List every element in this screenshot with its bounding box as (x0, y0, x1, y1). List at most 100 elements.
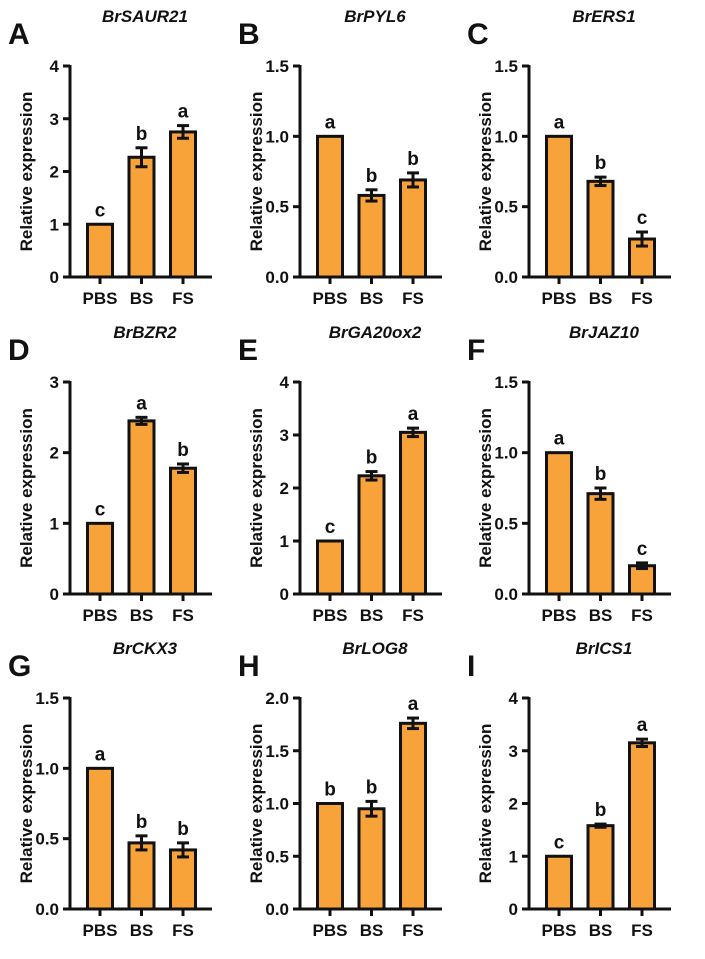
y-tick-label: 1.5 (265, 742, 289, 761)
significance-letter: a (637, 715, 648, 736)
x-tick-label: PBS (313, 921, 348, 940)
y-tick-label: 2 (50, 444, 59, 463)
x-tick-label: PBS (313, 606, 348, 625)
panel-letter: A (8, 18, 30, 51)
panel-letter: D (8, 334, 30, 367)
chart-title: BrLOG8 (342, 639, 408, 658)
y-tick-label: 3 (280, 426, 289, 445)
x-tick-label: PBS (542, 606, 577, 625)
chart-title: BrSAUR21 (102, 7, 188, 26)
x-tick-label: FS (631, 289, 653, 308)
significance-letter: a (325, 112, 336, 133)
significance-letter: b (595, 800, 607, 821)
bar-BS (127, 841, 156, 911)
y-tick-label: 2 (50, 163, 59, 182)
bar-FS (399, 721, 427, 911)
y-tick-label: 0.0 (265, 268, 289, 287)
y-tick-label: 1.0 (35, 759, 59, 778)
panel-A: A BrSAUR21 Relative expression 0 1 2 3 4 PBS c BS b… (8, 7, 212, 308)
bar-PBS (86, 766, 114, 911)
panel-G: G BrCKX3 Relative expression 0.0 0.5 1.0 1.5 PB… (8, 639, 212, 940)
x-tick-label: FS (402, 289, 424, 308)
significance-letter: b (595, 153, 607, 174)
x-tick-label: FS (631, 921, 653, 940)
bar-BS (586, 824, 615, 911)
y-tick-label: 1 (50, 215, 59, 234)
x-tick-label: BS (360, 921, 384, 940)
y-tick-label: 0.5 (494, 514, 518, 533)
x-tick-label: BS (360, 606, 384, 625)
y-tick-label: 1.5 (494, 373, 518, 392)
bar-FS (399, 178, 427, 279)
panel-letter: G (8, 650, 31, 683)
significance-letter: b (407, 149, 419, 170)
bar-FS (399, 430, 427, 596)
significance-letter: c (95, 200, 106, 221)
significance-letter: b (136, 812, 148, 833)
y-tick-label: 0.5 (35, 830, 59, 849)
bar-BS (586, 492, 615, 596)
bar-BS (127, 155, 156, 279)
y-tick-label: 2.0 (265, 689, 289, 708)
x-tick-label: PBS (542, 289, 577, 308)
bar-PBS (316, 134, 344, 279)
significance-letter: a (136, 393, 147, 414)
significance-letter: b (136, 124, 148, 145)
bar-PBS (86, 521, 114, 596)
significance-letter: a (408, 404, 419, 425)
significance-letter: a (408, 694, 419, 715)
y-tick-label: 1.5 (35, 689, 59, 708)
y-tick-label: 3 (50, 373, 59, 392)
y-tick-label: 0.5 (265, 847, 289, 866)
significance-letter: b (366, 777, 378, 798)
panel-B: B BrPYL6 Relative expression 0.0 0.5 1.0 1.5 PB… (238, 7, 442, 308)
panel-letter: B (238, 18, 260, 51)
x-tick-label: FS (172, 921, 194, 940)
significance-letter: b (366, 448, 378, 469)
significance-letter: b (177, 440, 189, 461)
chart-title: BrGA20ox2 (329, 323, 422, 342)
bar-BS (127, 419, 156, 596)
x-tick-label: FS (172, 606, 194, 625)
y-tick-label: 0.0 (494, 268, 518, 287)
y-tick-label: 1.0 (265, 795, 289, 814)
panel-I: I BrICS1 Relative expression 0 1 2 3 4 PBS c BS b FS… (467, 639, 671, 940)
significance-letter: c (637, 208, 648, 229)
y-tick-label: 0 (280, 585, 289, 604)
y-axis-label: Relative expression (247, 408, 266, 568)
x-tick-label: BS (589, 606, 613, 625)
y-tick-label: 3 (509, 742, 518, 761)
x-tick-label: FS (631, 606, 653, 625)
bar-PBS (545, 134, 573, 279)
panel-letter: F (467, 334, 485, 367)
significance-letter: b (595, 464, 607, 485)
y-axis-label: Relative expression (247, 92, 266, 252)
bar-BS (586, 179, 615, 279)
y-tick-label: 2 (280, 479, 289, 498)
y-tick-label: 1.0 (494, 127, 518, 146)
y-axis-label: Relative expression (17, 724, 36, 884)
y-tick-label: 0.0 (494, 585, 518, 604)
y-tick-label: 0 (50, 585, 59, 604)
x-tick-label: FS (402, 921, 424, 940)
y-tick-label: 0.5 (265, 198, 289, 217)
y-axis-label: Relative expression (476, 724, 495, 884)
bar-PBS (545, 451, 573, 596)
chart-title: BrERS1 (572, 7, 635, 26)
x-tick-label: BS (589, 289, 613, 308)
y-tick-label: 1 (509, 847, 518, 866)
x-tick-label: FS (402, 606, 424, 625)
significance-letter: b (324, 780, 336, 801)
bar-FS (169, 848, 197, 911)
panel-letter: H (238, 650, 260, 683)
y-tick-label: 1.0 (265, 127, 289, 146)
significance-letter: c (637, 539, 648, 560)
x-tick-label: PBS (83, 921, 118, 940)
x-tick-label: PBS (542, 921, 577, 940)
chart-title: BrJAZ10 (569, 323, 639, 342)
panel-F: F BrJAZ10 Relative expression 0.0 0.5 1.0 1.5 P… (467, 323, 671, 625)
y-tick-label: 0 (50, 268, 59, 287)
y-axis-label: Relative expression (247, 724, 266, 884)
significance-letter: c (325, 517, 336, 538)
y-tick-label: 0 (509, 900, 518, 919)
